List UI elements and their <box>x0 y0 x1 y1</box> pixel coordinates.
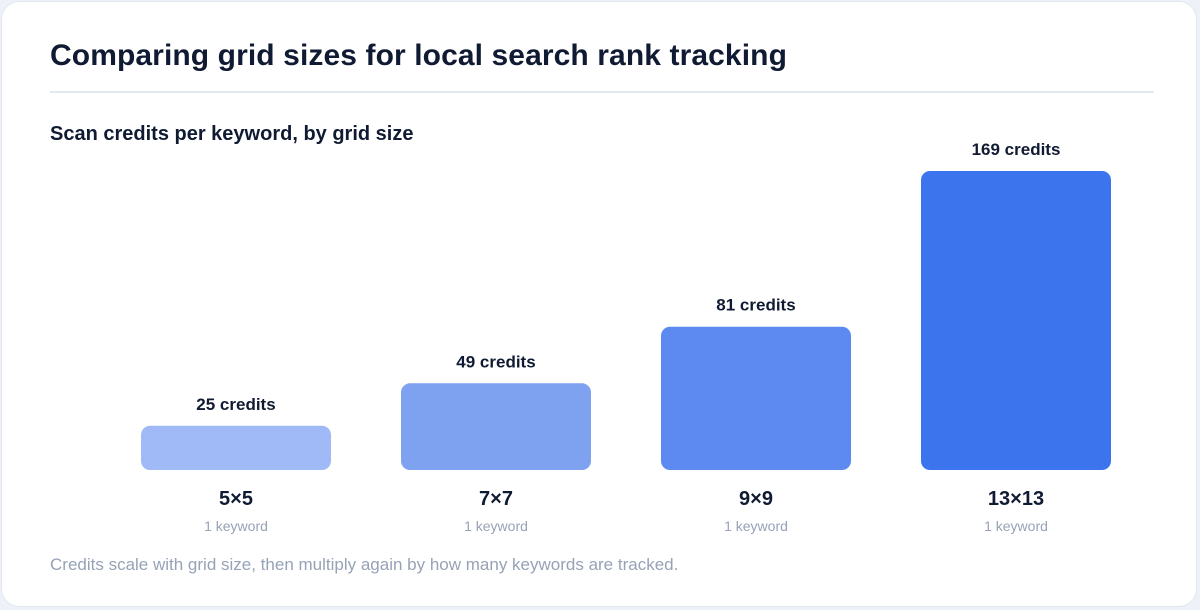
bar <box>661 326 851 470</box>
category-sublabel: 1 keyword <box>204 518 268 534</box>
footnote: Credits scale with grid size, then multi… <box>50 555 679 574</box>
category-label: 7×7 <box>479 488 513 510</box>
bar-value-label: 169 credits <box>972 140 1061 159</box>
category-sublabel: 1 keyword <box>984 518 1048 534</box>
category-label: 9×9 <box>739 488 773 510</box>
page-title: Comparing grid sizes for local search ra… <box>50 39 787 72</box>
category-sublabel: 1 keyword <box>724 518 788 534</box>
title-divider <box>50 91 1154 93</box>
bar <box>921 171 1111 470</box>
chart-title: Scan credits per keyword, by grid size <box>50 123 414 145</box>
bar-value-label: 49 credits <box>456 352 535 371</box>
category-label: 5×5 <box>219 488 253 510</box>
category-label: 13×13 <box>988 488 1044 510</box>
bar <box>401 383 591 470</box>
bar <box>141 425 331 470</box>
bar-value-label: 25 credits <box>196 395 275 414</box>
category-sublabel: 1 keyword <box>464 518 528 534</box>
bar-value-label: 81 credits <box>716 296 795 315</box>
